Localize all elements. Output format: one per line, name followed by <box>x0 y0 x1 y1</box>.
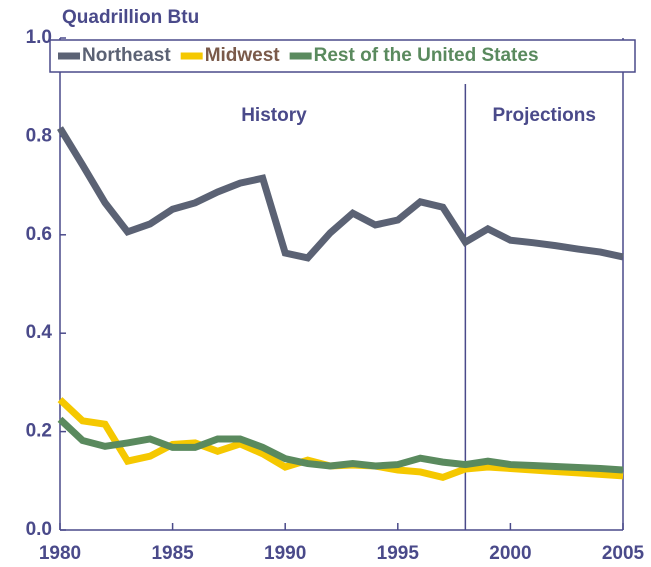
series-line <box>57 126 624 262</box>
annotation: History <box>241 105 307 126</box>
y-tick-label: 0.8 <box>26 125 52 146</box>
x-tick-label: 2005 <box>602 543 645 564</box>
legend-label: Rest of the United States <box>314 45 539 66</box>
legend-label: Northeast <box>82 45 171 66</box>
x-tick-label: 1990 <box>264 543 306 564</box>
y-tick-label: 0.4 <box>26 322 53 343</box>
y-tick-label: 0.0 <box>26 519 52 540</box>
y-tick-label: 0.6 <box>26 224 52 245</box>
legend-label: Midwest <box>205 45 281 66</box>
x-tick-label: 1985 <box>151 543 194 564</box>
legend-box <box>49 39 636 73</box>
y-tick-label: 1.0 <box>26 27 52 48</box>
x-tick-label: 2000 <box>489 543 531 564</box>
x-tick-label: 1980 <box>39 543 81 564</box>
annotation: Projections <box>492 105 595 126</box>
y-axis-label: Quadrillion Btu <box>62 7 199 28</box>
series-line <box>57 416 624 474</box>
y-tick-label: 0.2 <box>26 421 52 442</box>
x-tick-label: 1995 <box>377 543 420 564</box>
